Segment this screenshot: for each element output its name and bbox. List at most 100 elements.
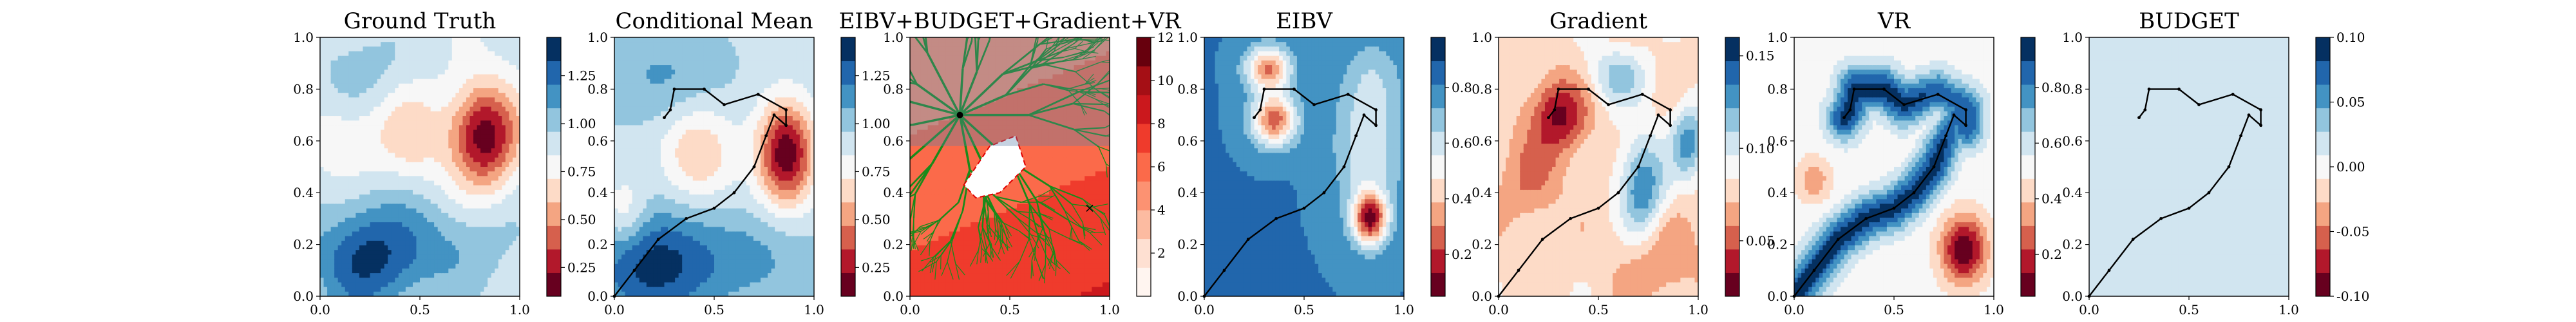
panel-6: 0.0 0.5 1.00.00.20.40.60.81.0BUDGET-0.10-0… <box>2062 8 2369 317</box>
tree-branch <box>907 0 910 5</box>
trajectory-point <box>1569 217 1573 220</box>
tree-branch <box>911 237 913 251</box>
tree-branch <box>819 232 835 246</box>
trajectory-point <box>1944 134 1948 138</box>
target-marker: × <box>1084 200 1095 215</box>
tree-branch <box>1059 37 1069 44</box>
colorbar-tick-label: 0.4 <box>2041 191 2062 207</box>
x-tick-label: 0.5 <box>1294 302 1314 317</box>
colorbar-segment <box>547 225 561 250</box>
colorbar-tick-label: 0.8 <box>2041 80 2062 95</box>
tree-branch <box>820 41 832 50</box>
trajectory-point <box>2147 88 2151 91</box>
tree-branch <box>910 100 960 117</box>
trajectory-point <box>2159 217 2163 220</box>
tree-branch <box>1068 90 1085 93</box>
tree-branch <box>974 0 976 1</box>
colorbar-segment <box>2021 108 2035 132</box>
colorbar-tick-label: 10 <box>1157 73 1173 88</box>
tree-branch <box>910 77 918 85</box>
tree-branch <box>868 245 869 259</box>
tree-branch <box>817 108 827 117</box>
tree-branch <box>819 123 829 130</box>
panel-0: 0.0 0.5 1.0 0.0 0.2 0.4 0.6 0.8 1.0 Ground Truth 0… <box>293 8 596 317</box>
tree-branch <box>873 229 882 253</box>
tree-branch <box>967 0 972 1</box>
colorbar-tick-label: 12 <box>1157 30 1173 45</box>
tree-branch <box>867 229 878 236</box>
colorbar-segment <box>2316 131 2330 156</box>
colorbar-segment <box>1431 225 1445 250</box>
tree-branch <box>1105 163 1110 167</box>
colorbar-segment <box>1431 131 1445 156</box>
tree-branch <box>1054 40 1074 52</box>
tree-branch <box>822 129 831 139</box>
tree-branch <box>1005 83 1044 97</box>
colorbar-segment <box>1725 272 1739 297</box>
tree-branch <box>1049 185 1083 200</box>
tree-branch <box>1149 88 1170 91</box>
colorbar-segment <box>2316 178 2330 203</box>
colorbar-segment <box>1137 124 1151 153</box>
tree-branch <box>1031 236 1039 261</box>
trajectory-point <box>1864 217 1868 220</box>
tree-branch <box>835 135 838 146</box>
tree-branch <box>999 239 1005 254</box>
colorbar-tick-label: -0.10 <box>2336 289 2369 304</box>
colorbar-segment <box>1431 155 1445 179</box>
tree-branch <box>1106 134 1110 137</box>
colorbar-tick-label: 0.25 <box>567 260 596 275</box>
colorbar-segment <box>841 178 855 203</box>
tree-branch <box>935 240 952 257</box>
y-tick-label: 0.6 <box>883 133 904 149</box>
tree-branch <box>1039 37 1050 45</box>
tree-branch <box>1080 104 1087 115</box>
tree-branch <box>1028 238 1038 263</box>
tree-branch <box>1083 41 1095 55</box>
tree-branch <box>915 0 919 7</box>
tree-branch <box>1019 238 1030 262</box>
tree-branch <box>968 0 972 1</box>
tree-branch <box>999 218 1001 235</box>
tree-branch <box>816 122 830 124</box>
y-tick-label: 0.6 <box>293 133 314 149</box>
y-tick-label: 0.2 <box>587 237 608 252</box>
tree-branch <box>983 247 994 262</box>
tree-branch <box>869 229 880 237</box>
tree-branch <box>827 114 834 126</box>
tree-branch <box>985 198 1001 219</box>
colorbar-segment <box>841 37 855 62</box>
tree-branch <box>1031 260 1034 276</box>
tree-branch <box>815 123 828 127</box>
tree-branch <box>976 250 979 265</box>
tree-branch <box>907 0 915 7</box>
tree-branch <box>1021 195 1040 203</box>
tree-branch <box>1096 37 1104 41</box>
tree-branch <box>1028 102 1074 116</box>
y-tick-label: 1.0 <box>587 30 608 45</box>
colorbar-segment <box>1431 84 1445 109</box>
colorbar-segment <box>2021 131 2035 156</box>
y-tick-label: 0.8 <box>587 81 608 97</box>
colorbar-segment <box>841 61 855 85</box>
tree-branch <box>815 34 831 41</box>
colorbar-tick-label: 0.2 <box>1452 247 1472 262</box>
tree-branch <box>857 133 877 154</box>
trajectory-point <box>1852 88 1856 91</box>
colorbar-frame <box>546 37 562 297</box>
tree-branch <box>1017 211 1039 214</box>
tree-branch <box>983 247 989 264</box>
colorbar-segment <box>1431 202 1445 226</box>
tree-branch <box>915 0 925 7</box>
tree-branch <box>1124 122 1136 129</box>
colorbar-segment <box>1725 202 1739 226</box>
tree-branch <box>952 210 963 240</box>
tree-branch <box>974 0 978 3</box>
y-tick-label: 0.6 <box>1177 133 1198 149</box>
tree-branch <box>873 229 878 245</box>
tree-branch <box>971 0 974 1</box>
tree-branch <box>856 238 858 254</box>
trajectory-point <box>712 206 716 210</box>
tree-branch <box>1048 251 1054 270</box>
